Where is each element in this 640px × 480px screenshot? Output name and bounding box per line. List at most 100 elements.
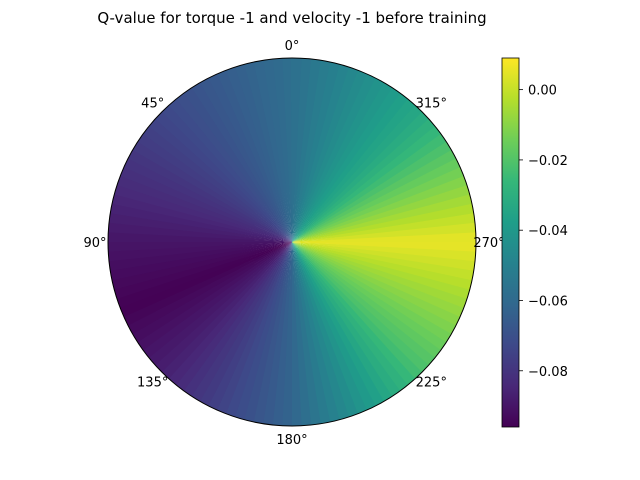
heatmap-wedge xyxy=(292,63,349,242)
heatmap-wedge xyxy=(282,242,294,426)
heatmap-wedge xyxy=(292,242,360,417)
heatmap-wedge xyxy=(215,70,292,243)
heatmap-wedge xyxy=(116,176,292,242)
heatmap-wedge xyxy=(108,222,292,242)
heatmap-wedge xyxy=(292,242,394,402)
heatmap-wedge xyxy=(117,242,292,310)
angle-tick-label: 0° xyxy=(285,39,300,54)
heatmap-wedge xyxy=(183,242,292,398)
heatmap-wedge xyxy=(292,98,416,243)
heatmap-wedge xyxy=(292,86,401,242)
heatmap-wedge xyxy=(292,242,476,262)
heatmap-wedge xyxy=(292,242,457,334)
angle-tick-label: 270° xyxy=(473,236,504,251)
heatmap-wedge xyxy=(119,167,292,242)
heatmap-wedge xyxy=(292,148,456,242)
heatmap-wedge xyxy=(235,242,292,421)
angle-tick-label: 315° xyxy=(416,97,447,112)
heatmap-wedge xyxy=(176,242,292,392)
heatmap-wedge xyxy=(123,242,292,327)
heatmap-wedge xyxy=(127,150,293,242)
heatmap-wedge xyxy=(137,242,292,352)
heatmap-wedge xyxy=(292,242,442,358)
heatmap-wedge xyxy=(110,203,293,242)
heatmap-wedge xyxy=(154,111,292,242)
heatmap-wedge xyxy=(200,242,292,407)
heatmap-wedge xyxy=(132,141,292,242)
heatmap-wedge xyxy=(290,57,302,242)
heatmap-wedge xyxy=(292,69,367,242)
heatmap-wedge xyxy=(168,242,292,386)
heatmap-wedge xyxy=(160,105,292,242)
heatmap-wedge xyxy=(292,82,393,242)
heatmap-wedge xyxy=(143,242,292,359)
heatmap-wedge xyxy=(292,157,461,242)
heatmap-wedge xyxy=(120,242,293,319)
heatmap-wedge xyxy=(175,93,292,243)
heatmap-wedge xyxy=(113,185,292,242)
heatmap-wedge xyxy=(292,66,358,242)
heatmap-wedge xyxy=(292,242,471,299)
heatmap-wedge xyxy=(292,104,423,242)
heatmap-wedge xyxy=(226,242,292,418)
colorbar-tick-label: 0.00 xyxy=(528,84,557,99)
heatmap-wedge xyxy=(292,242,417,385)
heatmap-wedge xyxy=(253,242,292,424)
heatmap-wedge xyxy=(123,158,293,242)
colorbar-tick-label: −0.06 xyxy=(528,294,568,309)
heatmap-wedge xyxy=(182,87,292,242)
heatmap-wedge xyxy=(292,132,447,242)
colorbar-tick-label: −0.08 xyxy=(528,365,568,380)
heatmap-wedge xyxy=(292,242,402,397)
heatmap-wedge xyxy=(167,99,292,242)
heatmap-wedge xyxy=(198,78,292,242)
colorbar-tick-label: −0.04 xyxy=(528,224,568,239)
heatmap-wedge xyxy=(292,242,452,343)
heatmap-wedge xyxy=(292,125,441,242)
heatmap-wedge xyxy=(292,60,331,243)
chart-title: Q-value for torque -1 and velocity -1 be… xyxy=(97,9,486,27)
angle-tick-label: 90° xyxy=(83,236,106,251)
heatmap-wedge xyxy=(207,73,292,242)
heatmap-wedge xyxy=(217,242,292,415)
heatmap-wedge xyxy=(108,213,292,242)
heatmap-wedge xyxy=(128,242,292,336)
heatmap-wedge xyxy=(292,110,429,242)
heatmap-wedge xyxy=(108,232,292,244)
heatmap-wedge xyxy=(244,242,292,423)
heatmap-wedge xyxy=(292,242,473,290)
heatmap-wedge xyxy=(292,242,461,326)
heatmap-wedge xyxy=(292,242,386,406)
heatmap-wedge xyxy=(292,117,435,242)
angular-tick-labels: 0° 45° 90° 135° 180° 225° 270° 315° xyxy=(83,39,504,448)
heatmap-wedge xyxy=(292,240,476,252)
heatmap-wedge xyxy=(191,242,292,402)
heatmap-wedge xyxy=(292,242,468,308)
heatmap-wedge xyxy=(111,194,293,242)
heatmap-wedge xyxy=(292,174,467,242)
heatmap-wedge xyxy=(190,82,292,242)
heatmap-wedge xyxy=(292,77,384,243)
heatmap-wedge xyxy=(292,92,408,242)
heatmap-wedge xyxy=(292,242,409,391)
heatmap-wedge xyxy=(292,58,321,242)
heatmap-wedge xyxy=(161,242,292,380)
heatmap-wedge xyxy=(148,118,292,242)
heatmap-wedge xyxy=(208,242,292,411)
heatmap-wedges xyxy=(108,57,476,426)
heatmap-wedge xyxy=(292,73,376,243)
heatmap-wedge xyxy=(149,242,292,367)
heatmap-wedge xyxy=(292,242,424,379)
angle-tick-label: 135° xyxy=(137,375,168,390)
heatmap-wedge xyxy=(224,67,292,242)
heatmap-wedge xyxy=(292,242,476,271)
heatmap-wedge xyxy=(292,242,465,317)
colorbar-tick-label: −0.02 xyxy=(528,154,568,169)
heatmap-wedge xyxy=(142,126,292,242)
heatmap-wedge xyxy=(155,242,292,374)
heatmap-wedge xyxy=(292,242,474,281)
polar-outline xyxy=(107,57,477,427)
heatmap-wedge xyxy=(292,140,452,242)
colorbar xyxy=(501,57,520,428)
